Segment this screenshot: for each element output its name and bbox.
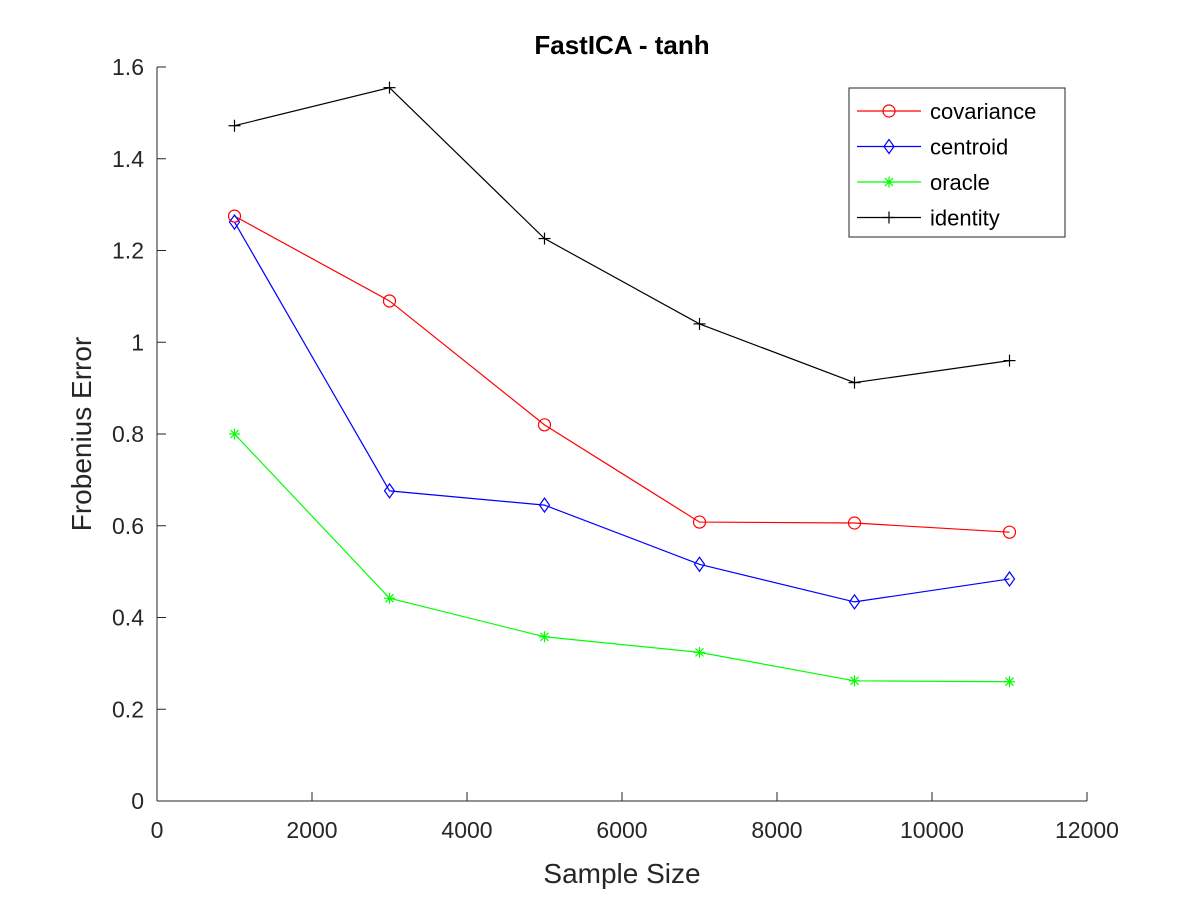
y-tick-label: 1.6 — [112, 54, 144, 80]
axes: 0 2000 4000 6000 8000 10000 12000 0 0.2 0.4 0.6 0.8… — [112, 54, 1119, 843]
legend-item-covariance: covariance — [857, 99, 1036, 124]
data-point-identity — [1003, 354, 1016, 367]
data-point-centroid — [538, 497, 551, 514]
legend: covariance centroid oracle identity — [848, 87, 1066, 238]
y-tick-label: 0.8 — [112, 421, 144, 447]
series-line-centroid — [233, 221, 1010, 603]
asterisk-stroke — [1005, 677, 1014, 687]
asterisk-stroke — [230, 429, 239, 439]
data-point-covariance — [847, 516, 862, 530]
data-point-covariance — [1002, 525, 1017, 539]
legend-box — [848, 87, 1066, 238]
x-tick-label: 6000 — [596, 817, 647, 843]
legend-label: identity — [930, 206, 1000, 231]
data-point-oracle — [384, 592, 395, 604]
y-tick-label: 0.2 — [112, 696, 144, 722]
series-line-oracle — [234, 433, 1010, 683]
x-tick-label: 0 — [151, 817, 164, 843]
series-lines — [233, 86, 1010, 683]
circle-marker-shape — [382, 294, 397, 308]
circle-marker-shape — [1002, 525, 1017, 539]
y-tick-label: 1.2 — [112, 238, 144, 264]
y-axis-label: Frobenius Error — [66, 337, 97, 532]
x-tick-label: 12000 — [1055, 817, 1119, 843]
diamond-marker-shape — [848, 593, 861, 610]
diamond-marker-shape — [1003, 570, 1016, 587]
circle-marker-shape — [847, 516, 862, 530]
data-point-covariance — [692, 515, 707, 529]
asterisk-stroke — [695, 647, 704, 657]
data-point-covariance — [227, 209, 242, 223]
asterisk-stroke — [884, 177, 894, 187]
legend-marker — [883, 176, 895, 188]
circle-marker-shape — [882, 104, 896, 118]
data-point-oracle — [849, 675, 860, 687]
data-point-centroid — [1003, 570, 1016, 587]
asterisk-stroke — [385, 593, 394, 603]
data-point-oracle — [229, 428, 240, 440]
legend-item-centroid: centroid — [857, 135, 1008, 160]
diamond-marker-shape — [383, 482, 396, 499]
asterisk-stroke — [850, 676, 859, 686]
circle-marker-shape — [537, 418, 552, 432]
data-point-centroid — [228, 214, 241, 231]
data-point-identity — [538, 232, 551, 245]
asterisk-stroke — [540, 632, 549, 642]
circle-marker-shape — [227, 209, 242, 223]
y-tick-label: 0.4 — [112, 605, 144, 631]
chart-title: FastICA - tanh — [534, 30, 709, 60]
legend-marker — [882, 104, 896, 118]
legend-item-identity: identity — [857, 206, 1000, 231]
data-point-covariance — [537, 418, 552, 432]
circle-marker-shape — [692, 515, 707, 529]
data-point-oracle — [1004, 676, 1015, 688]
legend-label: centroid — [930, 135, 1008, 160]
x-tick-label: 10000 — [900, 817, 964, 843]
data-point-oracle — [539, 631, 550, 643]
diamond-marker-shape — [538, 497, 551, 514]
legend-label: covariance — [930, 99, 1036, 124]
x-tick-label: 2000 — [286, 817, 337, 843]
data-point-centroid — [383, 482, 396, 499]
x-tick-label: 8000 — [751, 817, 802, 843]
diamond-marker-shape — [228, 214, 241, 231]
series-line-covariance — [234, 215, 1010, 533]
data-point-identity — [383, 81, 396, 94]
legend-marker — [883, 138, 895, 155]
data-point-centroid — [848, 593, 861, 610]
data-point-identity — [848, 376, 861, 389]
y-tick-label: 0.6 — [112, 513, 144, 539]
y-tick-label: 1 — [131, 329, 144, 355]
data-point-oracle — [694, 646, 705, 658]
legend-item-oracle: oracle — [857, 170, 990, 195]
y-tick-label: 0 — [131, 788, 144, 814]
series-line-identity — [234, 86, 1010, 384]
x-axis-label: Sample Size — [543, 858, 700, 889]
y-tick-label: 1.4 — [112, 146, 144, 172]
legend-label: oracle — [930, 170, 990, 195]
data-point-identity — [228, 119, 241, 132]
legend-marker — [883, 211, 895, 224]
data-point-identity — [693, 317, 706, 330]
series-markers — [227, 81, 1017, 688]
x-tick-label: 4000 — [441, 817, 492, 843]
diamond-marker-shape — [693, 556, 706, 573]
diamond-marker-shape — [883, 138, 895, 155]
data-point-covariance — [382, 294, 397, 308]
data-point-centroid — [693, 556, 706, 573]
